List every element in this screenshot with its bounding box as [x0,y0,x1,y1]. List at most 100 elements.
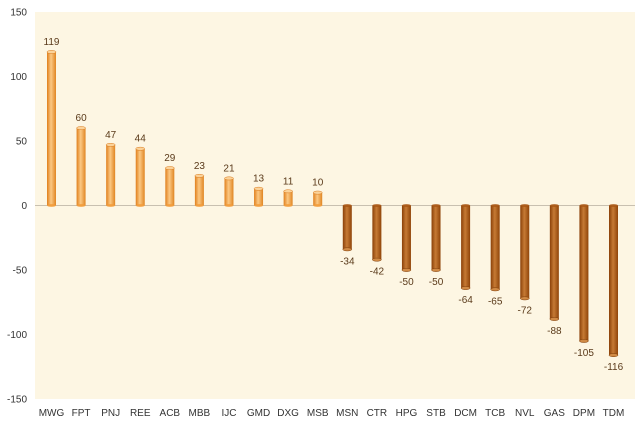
bar [254,188,264,206]
bar-cap [46,50,57,54]
category-label: TDM [603,408,625,419]
data-label: -88 [547,326,562,337]
bar-cap [253,186,264,191]
y-tick-label: -50 [13,266,28,277]
category-label: HPG [396,408,418,419]
bar-base [609,204,618,207]
bar-base [224,204,234,207]
data-label: -50 [399,277,414,288]
bar [313,192,323,206]
bar [520,205,530,299]
category-label: ACB [160,408,181,419]
bar [342,205,352,250]
bars-group [46,50,619,357]
bar-base [106,204,116,207]
data-label: -105 [574,348,594,359]
data-label: 44 [135,134,147,145]
data-label: 11 [283,176,294,187]
bar [579,205,589,341]
bar [165,168,175,206]
bar-cap [490,287,500,292]
y-tick-label: 100 [10,72,27,83]
bar-base [490,204,500,207]
bar-base [313,204,323,207]
bar [401,205,411,270]
category-label: REE [130,408,151,419]
data-label: 47 [105,130,117,141]
y-axis: 150 100 50 0 -50 -100 -150 [7,8,27,406]
data-label: -50 [429,277,444,288]
bar-base [47,204,56,207]
bar-cap [224,176,234,181]
data-label: 21 [223,163,235,174]
category-label: MBB [189,408,211,419]
category-label: NVL [515,408,535,419]
bar-base [401,204,411,207]
data-label: 29 [164,153,176,164]
y-tick-label: 0 [21,201,27,212]
x-axis: MWG FPT PNJ REE ACB MBB IJC GMD DXG MSB MSN CTR HPG S… [39,408,625,419]
y-tick-label: 50 [16,137,28,148]
bar-base [342,204,352,207]
bar-base [165,204,175,207]
bar [194,175,204,206]
category-label: MSB [307,408,329,419]
bar-cap [401,268,412,272]
data-label: 10 [312,178,324,189]
bar-cap [165,166,175,170]
data-label: -64 [458,295,473,306]
bar-cap [431,268,441,272]
bar [461,205,471,289]
data-label: 60 [76,113,88,124]
bar-cap [520,296,530,301]
category-label: DXG [277,408,299,419]
bar-cap [342,247,353,252]
data-label: -42 [370,267,385,278]
bar-cap [312,190,323,195]
bar-cap [460,286,471,290]
category-label: TCB [485,408,505,419]
bar-base [579,204,589,207]
category-label: GAS [544,408,565,419]
bar [76,128,86,206]
data-label: -116 [604,362,624,373]
bar-cap [105,143,116,147]
bar [224,178,234,206]
y-tick-label: -150 [7,395,27,406]
bar-base [549,204,559,207]
bar-base [520,204,530,207]
bar-base [431,204,441,207]
bar-base [76,204,86,207]
bar-base [194,204,204,207]
category-label: MSN [336,408,358,419]
category-label: MWG [39,408,65,419]
bar [609,205,618,356]
data-label: 119 [44,37,60,48]
category-label: FPT [72,408,91,419]
category-label: IJC [221,408,236,419]
bar-cap [549,317,560,321]
bar [106,144,116,206]
bar-cap [608,353,619,357]
data-label: -34 [340,256,355,267]
data-label: 13 [253,174,265,185]
data-labels-group: 119 60 47 44 29 23 21 13 11 10 -34 -42 -50 -50 -64 -65 -… [44,37,624,373]
bar [431,205,441,270]
bar-cap [372,257,382,262]
bar-base [372,204,382,207]
bar-base [135,204,145,207]
category-label: DCM [454,408,477,419]
category-label: STB [426,408,446,419]
category-label: DPM [573,408,595,419]
data-label: 23 [194,161,206,172]
bar-base [283,204,293,207]
data-label: -65 [488,296,503,307]
category-label: GMD [247,408,270,419]
bar [47,51,56,206]
bar [135,148,145,206]
bar [283,191,293,206]
y-tick-label: -100 [7,330,27,341]
bar-base [461,204,471,207]
data-label: -72 [518,305,533,316]
